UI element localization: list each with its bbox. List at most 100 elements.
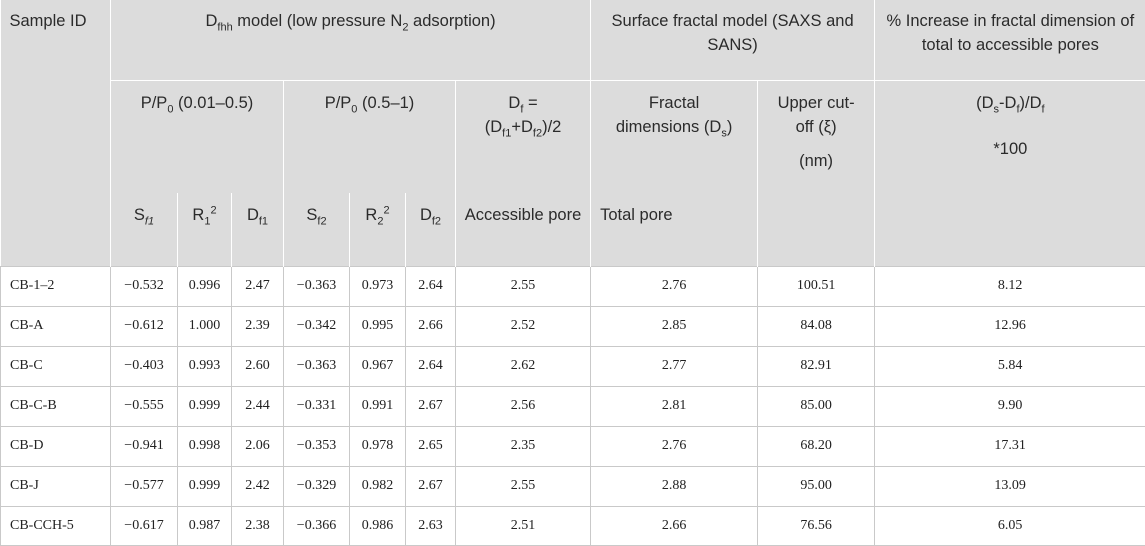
cell-df2: 2.67 xyxy=(406,466,456,506)
header-pressure-range-low: P/P0 (0.01–0.5) xyxy=(111,80,284,193)
table-row: CB-CCH-5 −0.617 0.987 2.38 −0.366 0.986 … xyxy=(1,506,1145,545)
header-df1: Df1 xyxy=(232,193,284,266)
cell-df: 2.62 xyxy=(456,346,591,386)
cell-sf2: −0.329 xyxy=(284,466,350,506)
cell-xi: 100.51 xyxy=(758,266,875,306)
cell-sample-id: CB-C-B xyxy=(1,386,111,426)
cell-df2: 2.65 xyxy=(406,426,456,466)
header-blank-cutoff xyxy=(758,193,875,266)
cell-sf2: −0.342 xyxy=(284,306,350,346)
cell-sample-id: CB-A xyxy=(1,306,111,346)
header-total-pore: Total pore xyxy=(591,193,758,266)
cell-ds: 2.66 xyxy=(591,506,758,545)
cell-sf1: −0.577 xyxy=(111,466,178,506)
cell-r1: 0.987 xyxy=(178,506,232,545)
table-row: CB-D −0.941 0.998 2.06 −0.353 0.978 2.65… xyxy=(1,426,1145,466)
cell-sf1: −0.612 xyxy=(111,306,178,346)
cell-df: 2.52 xyxy=(456,306,591,346)
cell-sf2: −0.366 xyxy=(284,506,350,545)
cell-df1: 2.06 xyxy=(232,426,284,466)
cell-r2: 0.991 xyxy=(350,386,406,426)
cell-df2: 2.64 xyxy=(406,346,456,386)
header-sf1: Sf1 xyxy=(111,193,178,266)
cell-df2: 2.63 xyxy=(406,506,456,545)
cell-ds: 2.88 xyxy=(591,466,758,506)
cell-sample-id: CB-1–2 xyxy=(1,266,111,306)
cell-ds: 2.77 xyxy=(591,346,758,386)
cell-sample-id: CB-D xyxy=(1,426,111,466)
cell-sample-id: CB-CCH-5 xyxy=(1,506,111,545)
header-dfhh-model: Dfhh model (low pressure N2 adsorption) xyxy=(111,0,591,80)
cell-r2: 0.982 xyxy=(350,466,406,506)
cell-sf1: −0.403 xyxy=(111,346,178,386)
cell-increase: 6.05 xyxy=(875,506,1145,545)
header-pressure-range-high: P/P0 (0.5–1) xyxy=(284,80,456,193)
cell-r2: 0.995 xyxy=(350,306,406,346)
cell-sf1: −0.555 xyxy=(111,386,178,426)
cell-r1: 0.998 xyxy=(178,426,232,466)
cell-sf1: −0.617 xyxy=(111,506,178,545)
cell-sf2: −0.331 xyxy=(284,386,350,426)
cell-df: 2.35 xyxy=(456,426,591,466)
cell-increase: 5.84 xyxy=(875,346,1145,386)
cell-df: 2.56 xyxy=(456,386,591,426)
cell-r1: 0.993 xyxy=(178,346,232,386)
cell-xi: 82.91 xyxy=(758,346,875,386)
cell-r1: 0.999 xyxy=(178,386,232,426)
cell-df1: 2.60 xyxy=(232,346,284,386)
table-row: CB-A −0.612 1.000 2.39 −0.342 0.995 2.66… xyxy=(1,306,1145,346)
cell-sf2: −0.363 xyxy=(284,346,350,386)
cell-increase: 13.09 xyxy=(875,466,1145,506)
header-r2-squared: R22 xyxy=(350,193,406,266)
header-sample-id: Sample ID xyxy=(1,0,111,266)
cell-r2: 0.967 xyxy=(350,346,406,386)
header-increase-formula: (Ds-Df)/Df *100 xyxy=(875,80,1145,193)
header-percent-increase: % Increase in fractal dimension of total… xyxy=(875,0,1145,80)
cell-xi: 68.20 xyxy=(758,426,875,466)
cell-df2: 2.66 xyxy=(406,306,456,346)
header-r1-squared: R12 xyxy=(178,193,232,266)
cell-r1: 1.000 xyxy=(178,306,232,346)
cell-ds: 2.76 xyxy=(591,266,758,306)
cell-df1: 2.42 xyxy=(232,466,284,506)
cell-df: 2.51 xyxy=(456,506,591,545)
cell-increase: 8.12 xyxy=(875,266,1145,306)
cell-df1: 2.47 xyxy=(232,266,284,306)
cell-increase: 9.90 xyxy=(875,386,1145,426)
cell-r2: 0.978 xyxy=(350,426,406,466)
cell-r2: 0.986 xyxy=(350,506,406,545)
table-row: CB-C −0.403 0.993 2.60 −0.363 0.967 2.64… xyxy=(1,346,1145,386)
cell-r1: 0.996 xyxy=(178,266,232,306)
cell-ds: 2.76 xyxy=(591,426,758,466)
cell-r2: 0.973 xyxy=(350,266,406,306)
header-df2: Df2 xyxy=(406,193,456,266)
table-row: CB-C-B −0.555 0.999 2.44 −0.331 0.991 2.… xyxy=(1,386,1145,426)
cell-xi: 85.00 xyxy=(758,386,875,426)
cell-ds: 2.85 xyxy=(591,306,758,346)
cell-df1: 2.38 xyxy=(232,506,284,545)
cell-xi: 76.56 xyxy=(758,506,875,545)
cell-r1: 0.999 xyxy=(178,466,232,506)
cell-increase: 12.96 xyxy=(875,306,1145,346)
cell-df: 2.55 xyxy=(456,466,591,506)
cell-sf1: −0.941 xyxy=(111,426,178,466)
header-upper-cutoff: Upper cut- off (ξ) (nm) xyxy=(758,80,875,193)
table-row: CB-J −0.577 0.999 2.42 −0.329 0.982 2.67… xyxy=(1,466,1145,506)
cell-df1: 2.44 xyxy=(232,386,284,426)
cell-sample-id: CB-J xyxy=(1,466,111,506)
cell-xi: 95.00 xyxy=(758,466,875,506)
cell-df1: 2.39 xyxy=(232,306,284,346)
header-accessible-pore: Accessible pore xyxy=(456,193,591,266)
cell-sf2: −0.353 xyxy=(284,426,350,466)
cell-xi: 84.08 xyxy=(758,306,875,346)
cell-sample-id: CB-C xyxy=(1,346,111,386)
cell-ds: 2.81 xyxy=(591,386,758,426)
cell-df: 2.55 xyxy=(456,266,591,306)
cell-increase: 17.31 xyxy=(875,426,1145,466)
header-df-formula: Df = (Df1+Df2)/2 xyxy=(456,80,591,193)
cell-df2: 2.64 xyxy=(406,266,456,306)
header-fractal-dimensions: Fractal dimensions (Ds) xyxy=(591,80,758,193)
header-surface-fractal-model: Surface fractal model (SAXS and SANS) xyxy=(591,0,875,80)
table-row: CB-1–2 −0.532 0.996 2.47 −0.363 0.973 2.… xyxy=(1,266,1145,306)
